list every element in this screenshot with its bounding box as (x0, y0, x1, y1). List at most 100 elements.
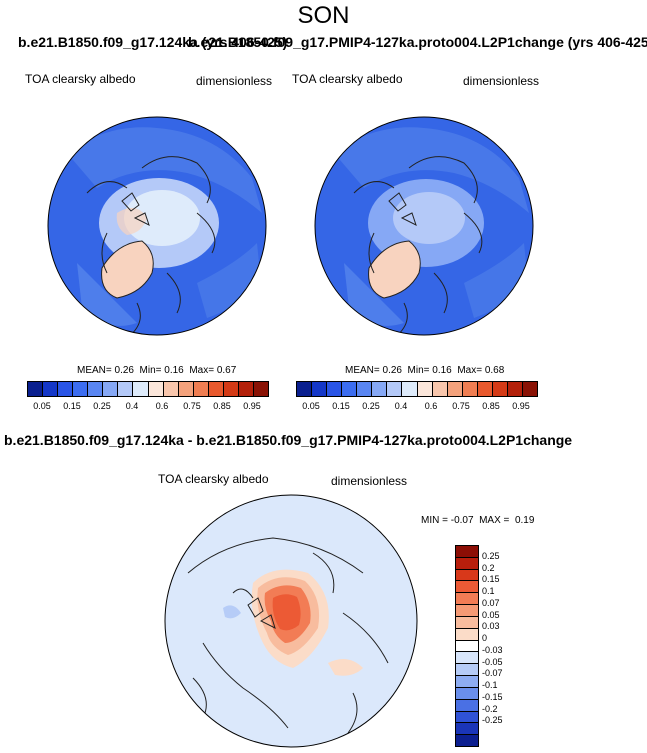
colorbar-swatch (456, 593, 478, 606)
colorbar-swatch (462, 382, 478, 396)
colorbar-swatch (417, 382, 433, 396)
colorbar-tick-label: 0.75 (183, 401, 201, 411)
diff-stats: MIN = -0.07 MAX = 0.19 (421, 515, 535, 526)
colorbar-swatch (456, 581, 478, 594)
colorbar-tick-label: 0.05 (33, 401, 51, 411)
colorbar-swatch (456, 640, 478, 653)
colorbar-swatch (456, 687, 478, 700)
colorbar-swatch (456, 605, 478, 617)
colorbar-tick-label: 0.6 (424, 401, 438, 411)
diff-variable-label: TOA clearsky albedo (158, 472, 269, 486)
colorbar-swatch (456, 664, 478, 677)
colorbar-swatch (372, 382, 388, 396)
panel2-variable-label: TOA clearsky albedo (292, 72, 403, 86)
colorbar-swatch (28, 382, 44, 396)
colorbar-swatch (402, 382, 418, 396)
colorbar-swatch (118, 382, 134, 396)
colorbar-tick-label: 0.05 (482, 609, 500, 620)
colorbar-swatch (456, 711, 478, 724)
colorbar-swatch (43, 382, 59, 396)
colorbar-tick-label: 0.95 (243, 401, 261, 411)
panel2-polar-map (314, 116, 534, 336)
colorbar-swatch (492, 382, 508, 396)
colorbar-swatch (58, 382, 74, 396)
colorbar-tick-label: 0 (482, 633, 488, 644)
colorbar-tick-label: 0.4 (394, 401, 408, 411)
colorbar-swatch (342, 382, 358, 396)
colorbar-swatch (133, 382, 149, 396)
colorbar-swatch (477, 382, 493, 396)
colorbar-swatch (208, 382, 224, 396)
colorbar-tick-label: -0.05 (482, 656, 503, 667)
panel1-stats: MEAN= 0.26 Min= 0.16 Max= 0.67 (77, 365, 237, 376)
panel2-colorbar-labels: 0.05 0.15 0.25 0.4 0.6 0.75 0.85 0.95 (296, 401, 536, 413)
colorbar-swatch (456, 628, 478, 641)
colorbar-swatch (387, 382, 403, 396)
diff-units-label: dimensionless (331, 474, 408, 488)
right-panel-title: b.e21.B1850.f09_g17.PMIP4-127ka.proto004… (188, 34, 647, 50)
colorbar-tick-label: 0.25 (93, 401, 111, 411)
colorbar-tick-label: 0.25 (362, 401, 380, 411)
colorbar-swatch (163, 382, 179, 396)
colorbar-swatch (238, 382, 254, 396)
colorbar-swatch (73, 382, 89, 396)
panel1-colorbar-labels: 0.05 0.15 0.25 0.4 0.6 0.75 0.85 0.95 (27, 401, 267, 413)
colorbar-swatch (357, 382, 373, 396)
colorbar-tick-label: 0.6 (155, 401, 169, 411)
colorbar-swatch (507, 382, 523, 396)
colorbar-swatch (456, 652, 478, 665)
panel2-colorbar (296, 381, 538, 397)
panel1-colorbar (27, 381, 269, 397)
colorbar-tick-label: 0.85 (213, 401, 231, 411)
diff-colorbar (455, 545, 479, 747)
colorbar-swatch (456, 676, 478, 688)
colorbar-swatch (447, 382, 463, 396)
colorbar-tick-label: 0.4 (125, 401, 139, 411)
colorbar-swatch (223, 382, 239, 396)
colorbar-swatch (456, 723, 478, 736)
panel1-units-label: dimensionless (196, 74, 273, 88)
colorbar-swatch (103, 382, 119, 396)
colorbar-tick-label: 0.85 (482, 401, 500, 411)
difference-title: b.e21.B1850.f09_g17.124ka - b.e21.B1850.… (4, 432, 573, 448)
colorbar-swatch (327, 382, 343, 396)
colorbar-tick-label: 0.25 (482, 550, 500, 561)
colorbar-tick-label: 0.15 (63, 401, 81, 411)
season-title: SON (297, 2, 350, 29)
colorbar-swatch (522, 382, 537, 396)
colorbar-swatch (456, 735, 478, 747)
colorbar-tick-label: -0.07 (482, 668, 503, 679)
colorbar-tick-label: 0.05 (302, 401, 320, 411)
panel1-polar-map (47, 116, 267, 336)
colorbar-swatch (193, 382, 209, 396)
colorbar-swatch (312, 382, 328, 396)
colorbar-tick-label: 0.15 (332, 401, 350, 411)
colorbar-swatch (456, 557, 478, 570)
difference-polar-map (164, 494, 418, 748)
colorbar-swatch (178, 382, 194, 396)
colorbar-tick-label: -0.15 (482, 691, 503, 702)
colorbar-swatch (432, 382, 448, 396)
colorbar-tick-label: -0.03 (482, 644, 503, 655)
colorbar-tick-label: 0.95 (512, 401, 530, 411)
colorbar-swatch (456, 616, 478, 629)
colorbar-tick-label: 0.07 (482, 597, 500, 608)
colorbar-swatch (148, 382, 164, 396)
colorbar-swatch (456, 546, 478, 558)
colorbar-tick-label: 0.15 (482, 574, 500, 585)
left-panel-title: b.e21.B1850.f09_g17.124ka (yrs 406-425) (18, 34, 288, 50)
colorbar-swatch (456, 699, 478, 712)
colorbar-tick-label: 0.1 (482, 586, 495, 597)
colorbar-tick-label: 0.2 (482, 562, 495, 573)
colorbar-tick-label: -0.25 (482, 715, 503, 726)
colorbar-tick-label: -0.2 (482, 703, 498, 714)
colorbar-swatch (297, 382, 313, 396)
colorbar-swatch (253, 382, 268, 396)
panel1-variable-label: TOA clearsky albedo (25, 72, 136, 86)
diff-colorbar-labels: 0.25 0.2 0.15 0.1 0.07 0.05 0.03 0 -0.03 -0.05 -0.… (482, 545, 532, 745)
panel2-stats: MEAN= 0.26 Min= 0.16 Max= 0.68 (345, 365, 505, 376)
colorbar-tick-label: 0.03 (482, 621, 500, 632)
colorbar-swatch (456, 569, 478, 582)
colorbar-swatch (88, 382, 104, 396)
colorbar-tick-label: 0.75 (452, 401, 470, 411)
